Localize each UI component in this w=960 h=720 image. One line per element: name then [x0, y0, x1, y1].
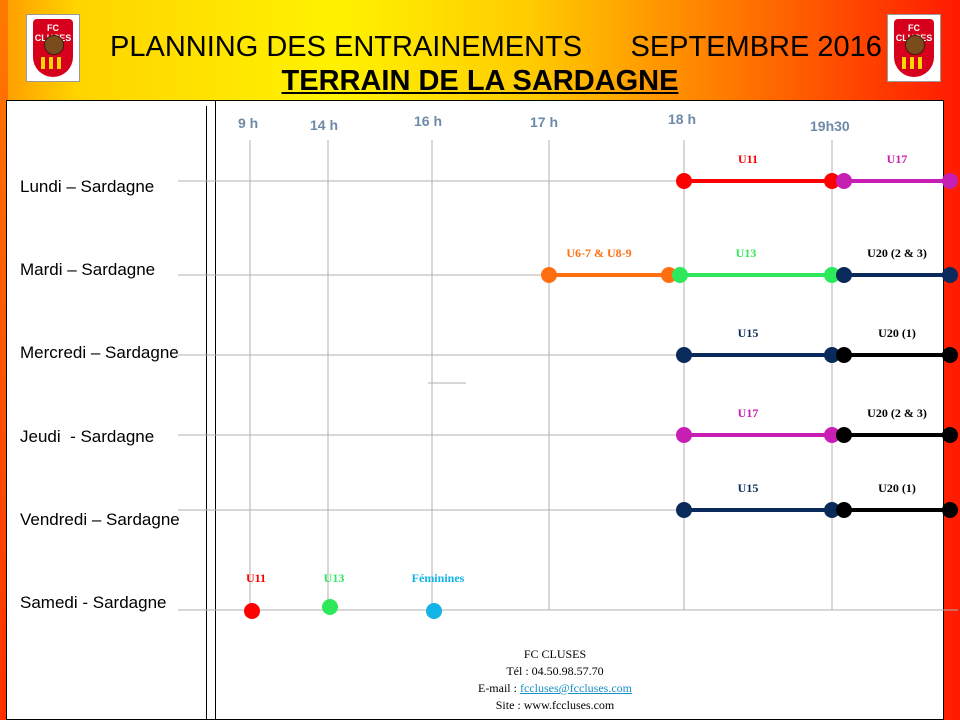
ball-icon — [905, 35, 925, 55]
session-start-dot-4-1 — [836, 502, 852, 518]
session-end-dot-2-0 — [824, 347, 840, 363]
session-start-dot-1-1 — [672, 267, 688, 283]
logo-stripes — [41, 57, 65, 69]
session-label-1-1: U13 — [736, 246, 757, 260]
session-end-dot-3-0 — [824, 427, 840, 443]
session-start-dot-0-1 — [836, 173, 852, 189]
session-label-1-2: U20 (2 & 3) — [867, 246, 927, 260]
session-end-dot-0-0 — [824, 173, 840, 189]
session-start-dot-1-0 — [541, 267, 557, 283]
session-label-4-0: U15 — [738, 481, 759, 495]
session-end-dot-4-0 — [824, 502, 840, 518]
session-label-5-1: U13 — [324, 571, 345, 585]
footer-tel: Tél : 04.50.98.57.70 — [506, 664, 604, 678]
session-dot-5-0 — [244, 603, 260, 619]
session-start-dot-4-0 — [676, 502, 692, 518]
session-start-dot-3-1 — [836, 427, 852, 443]
logo-stripes — [902, 57, 926, 69]
hour-label-19h30: 19h30 — [810, 118, 850, 134]
footer-email-label: E-mail : — [477, 681, 520, 695]
session-label-2-0: U15 — [738, 326, 759, 340]
day-label-jeudi: Jeudi - Sardagne — [20, 427, 155, 446]
session-end-dot-4-1 — [942, 502, 958, 518]
footer-site: Site : www.fccluses.com — [495, 698, 615, 712]
session-end-dot-1-1 — [824, 267, 840, 283]
session-end-dot-3-1 — [942, 427, 958, 443]
footer-email-line: E-mail : fccluses@fccluses.com — [400, 680, 710, 697]
day-column-inner — [6, 106, 207, 720]
session-dot-5-1 — [322, 599, 338, 615]
session-label-1-0: U6-7 & U8-9 — [566, 246, 631, 260]
session-end-dot-2-1 — [942, 347, 958, 363]
session-end-dot-1-0 — [661, 267, 677, 283]
session-start-dot-2-0 — [676, 347, 692, 363]
footer-org: FC CLUSES — [523, 647, 587, 661]
hour-label-17h: 17 h — [530, 114, 559, 130]
session-label-3-0: U17 — [738, 406, 759, 420]
session-label-0-0: U11 — [738, 152, 758, 166]
hour-label-16h: 16 h — [414, 113, 443, 129]
day-label-lundi: Lundi – Sardagne — [20, 177, 155, 196]
page-title: PLANNING DES ENTRAINEMENTS SEPTEMBRE 201… — [110, 31, 882, 63]
day-label-samedi: Samedi - Sardagne — [20, 593, 167, 612]
ball-icon — [44, 35, 64, 55]
shield-icon: FC CLUSES — [894, 19, 934, 77]
session-label-0-1: U17 — [887, 152, 908, 166]
session-label-5-0: U11 — [246, 571, 266, 585]
session-end-dot-1-2 — [942, 267, 958, 283]
session-start-dot-1-2 — [836, 267, 852, 283]
footer-contact: FC CLUSES Tél : 04.50.98.57.70 E-mail : … — [400, 646, 710, 714]
hour-label-14h: 14 h — [310, 117, 339, 133]
session-label-5-2: Féminines — [412, 571, 465, 585]
shield-icon: FC CLUSES — [33, 19, 73, 77]
email-link[interactable]: fccluses@fccluses.com — [519, 681, 632, 695]
session-label-2-1: U20 (1) — [878, 326, 916, 340]
club-logo-right: FC CLUSES — [887, 14, 941, 82]
session-dot-5-2 — [426, 603, 442, 619]
page-subtitle: TERRAIN DE LA SARDAGNE — [281, 65, 679, 97]
left-accent-bar — [0, 0, 8, 720]
day-label-mercredi: Mercredi – Sardagne — [20, 343, 179, 362]
day-label-mardi: Mardi – Sardagne — [20, 260, 156, 279]
session-end-dot-0-1 — [942, 173, 958, 189]
session-start-dot-3-0 — [676, 427, 692, 443]
hour-label-18h: 18 h — [668, 111, 697, 127]
session-start-dot-2-1 — [836, 347, 852, 363]
day-label-vendredi: Vendredi – Sardagne — [20, 510, 180, 529]
day-column — [6, 100, 216, 720]
session-start-dot-0-0 — [676, 173, 692, 189]
club-logo-left: FC CLUSES — [26, 14, 80, 82]
session-label-4-1: U20 (1) — [878, 481, 916, 495]
hour-label-9h: 9 h — [238, 115, 259, 131]
session-label-3-1: U20 (2 & 3) — [867, 406, 927, 420]
